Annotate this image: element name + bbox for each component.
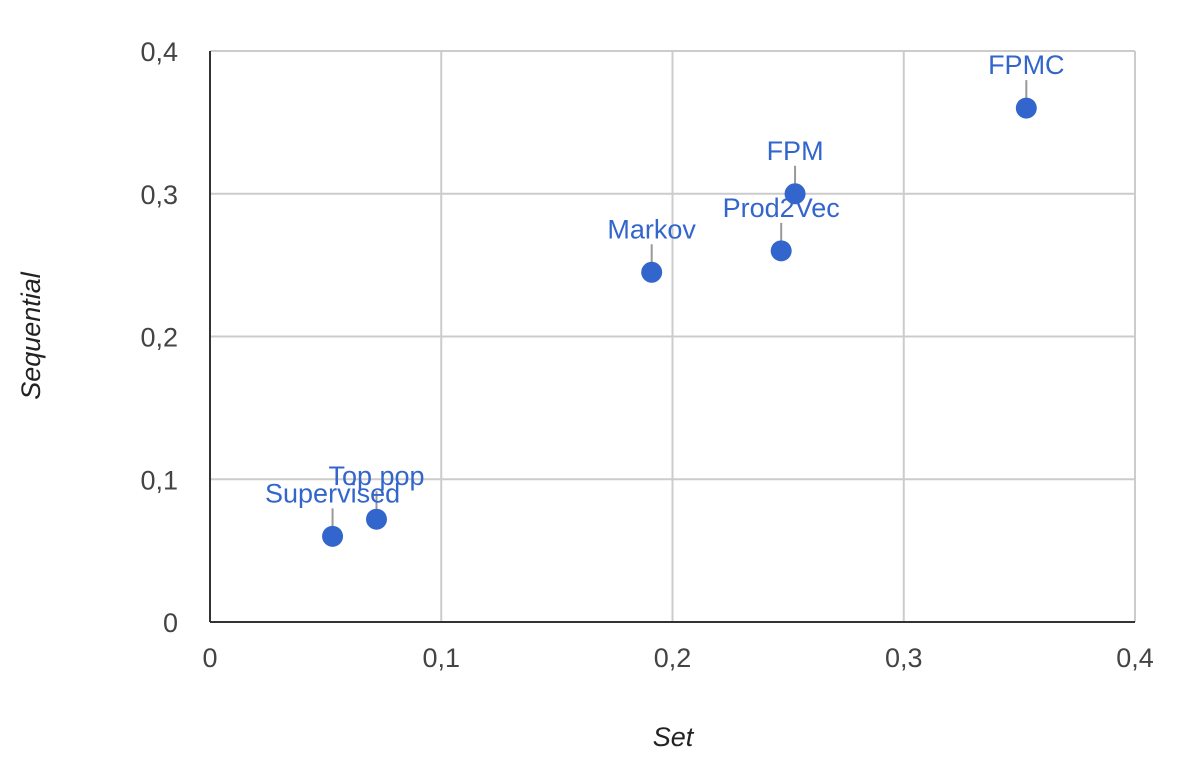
x-tick-label: 0: [202, 643, 217, 673]
grid: [210, 50, 1136, 622]
data-point: [366, 508, 387, 530]
data-point: [770, 240, 792, 262]
y-tick-label: 0,3: [140, 180, 178, 210]
data-point: [1015, 97, 1037, 119]
data-point: [641, 261, 663, 283]
data-point: [784, 183, 806, 205]
point-label: FPMC: [988, 50, 1065, 80]
y-tick-label: 0,1: [140, 465, 178, 495]
tick-labels: 0 0,1 0,2 0,3 0,4 0 0,1 0,2 0,3 0,4: [140, 37, 1153, 673]
x-tick-label: 0,3: [885, 643, 923, 673]
point-label: Top pop: [328, 461, 424, 491]
point-label: Markov: [607, 214, 696, 244]
point-label: Prod2Vec: [723, 193, 840, 223]
y-tick-label: 0,4: [140, 37, 178, 67]
x-tick-label: 0,1: [422, 643, 460, 673]
label-leaders: [331, 80, 1028, 527]
x-tick-label: 0,2: [654, 643, 692, 673]
axes: [209, 51, 1135, 623]
data-points: [322, 97, 1037, 547]
point-label: FPM: [767, 136, 824, 166]
y-tick-label: 0,2: [140, 323, 178, 353]
point-label: Supervised: [265, 478, 400, 508]
y-axis-title: Sequential: [16, 271, 46, 400]
y-tick-label: 0: [163, 608, 178, 638]
x-axis-title: Set: [653, 722, 695, 752]
x-tick-label: 0,4: [1116, 643, 1154, 673]
data-point: [322, 525, 344, 547]
